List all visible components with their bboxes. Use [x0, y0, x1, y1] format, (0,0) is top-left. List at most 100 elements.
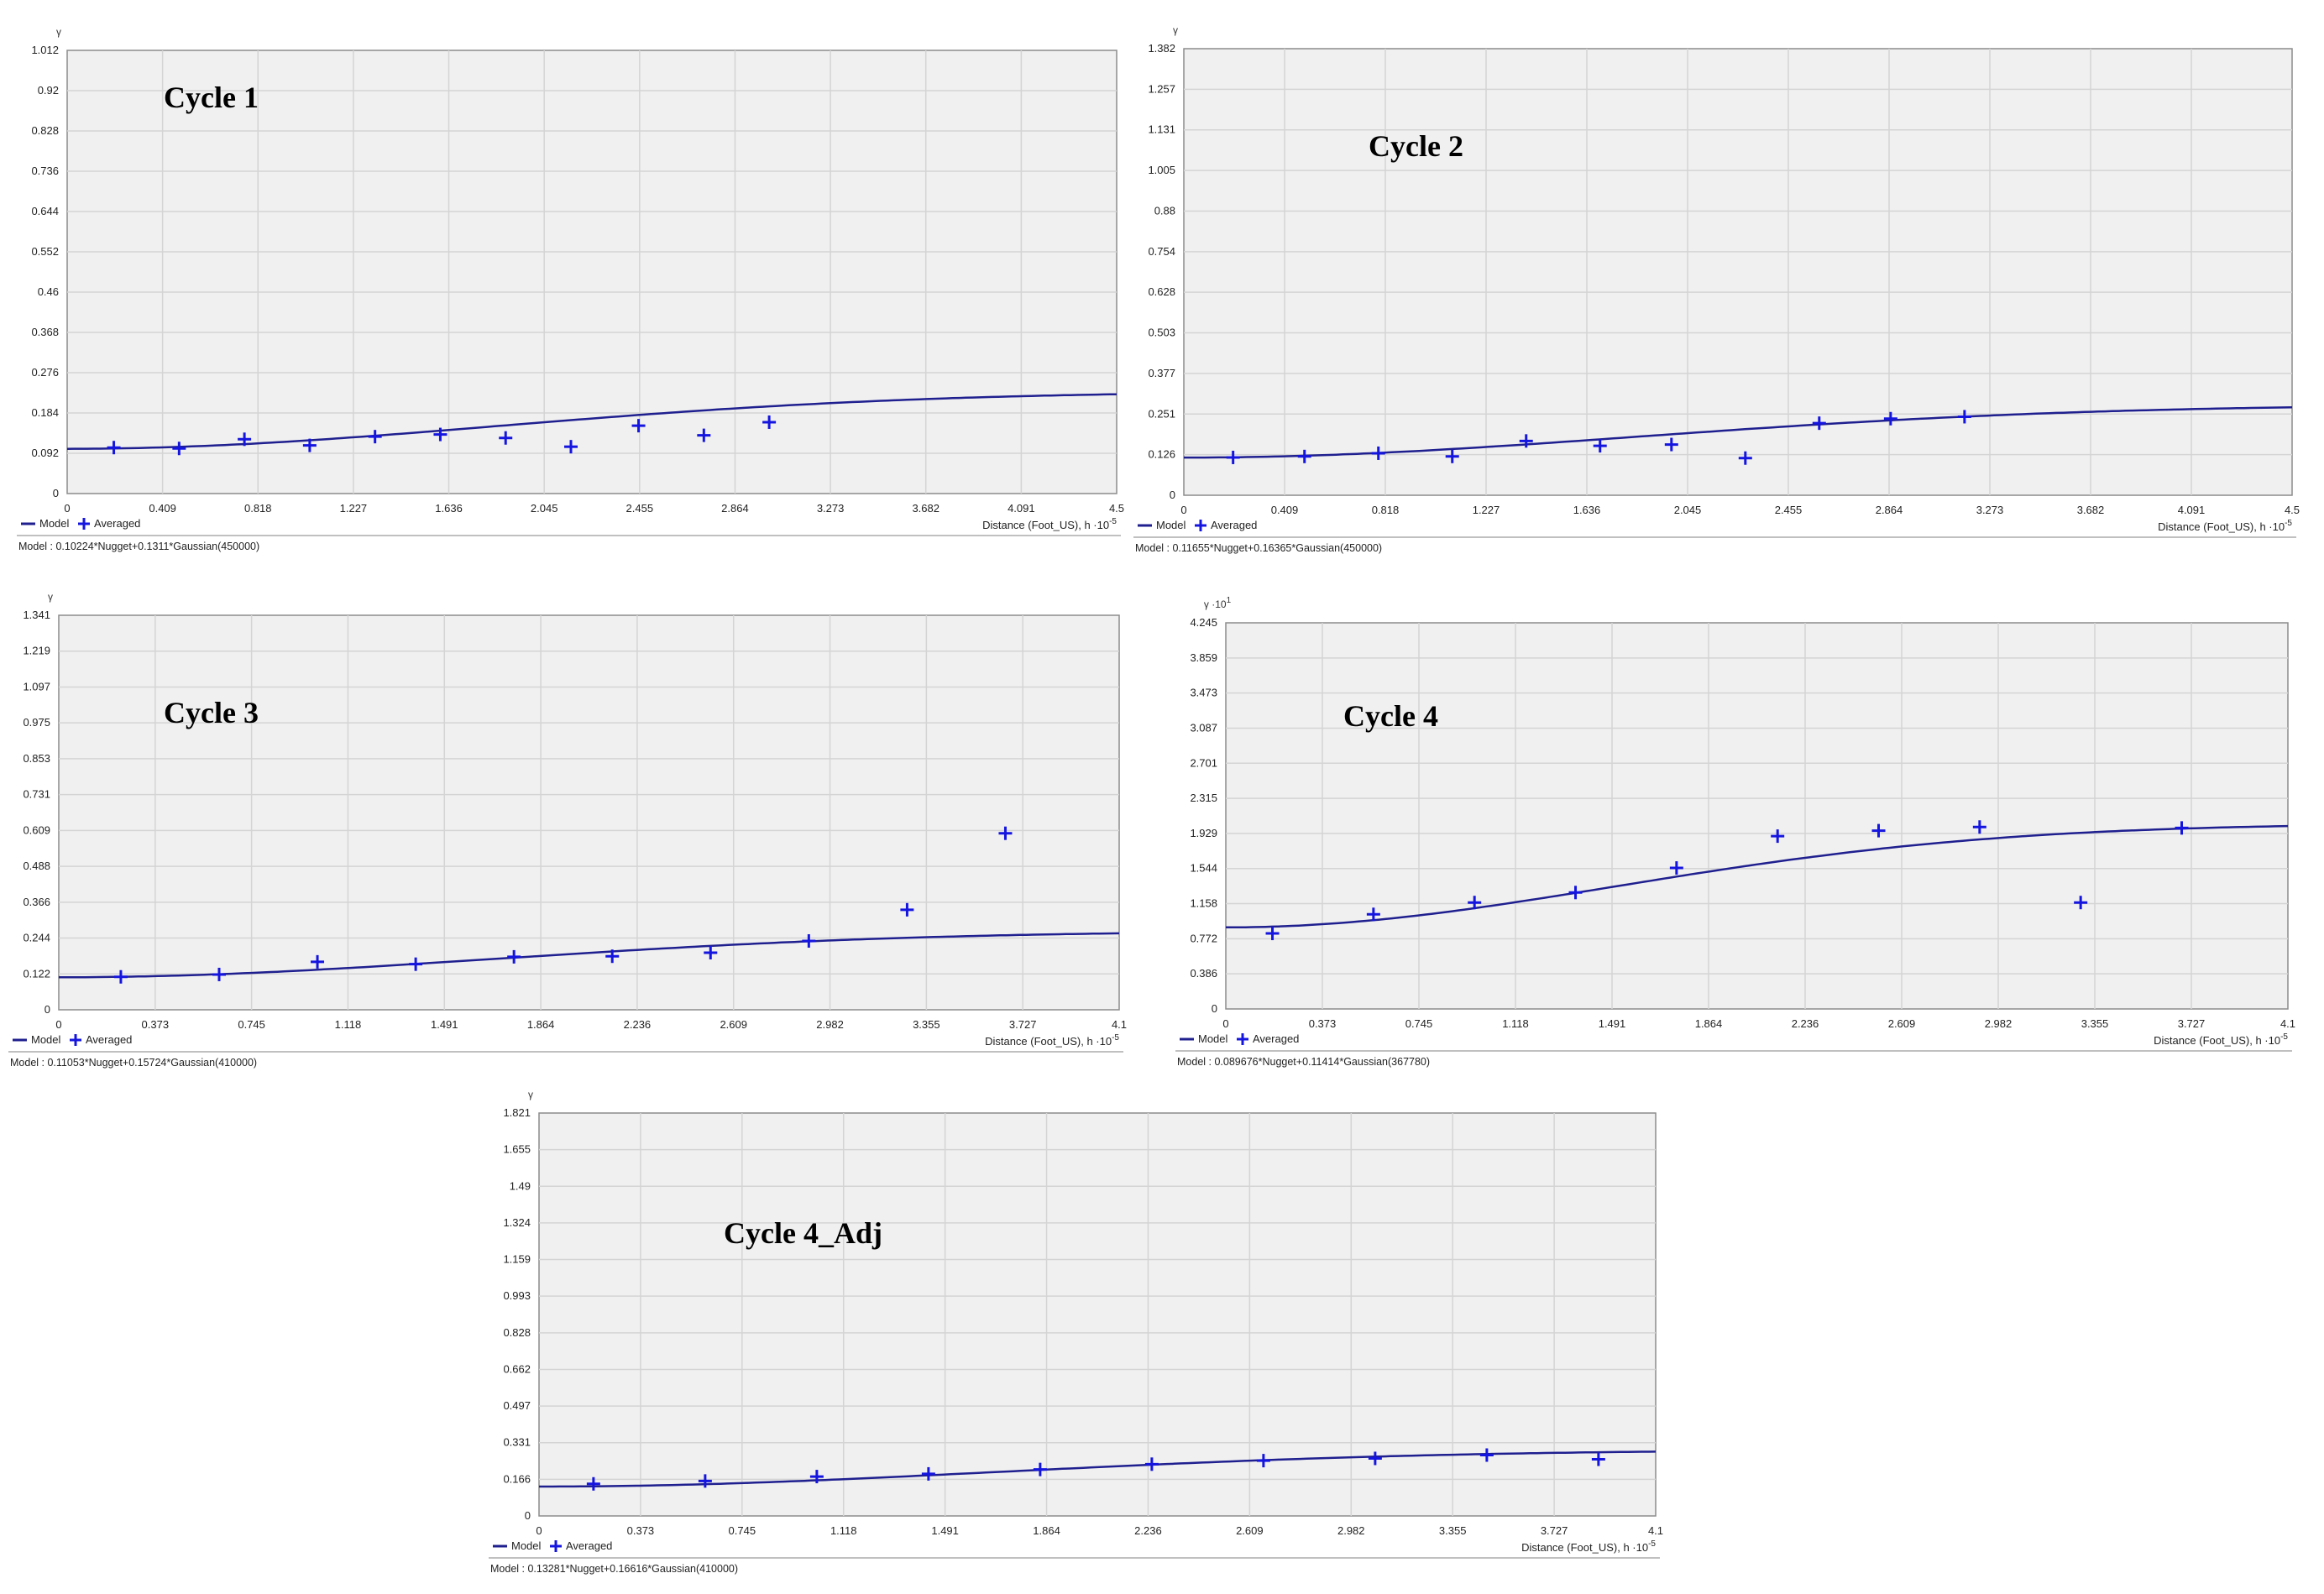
data-point-averaged: [1593, 439, 1607, 453]
y-axis-symbol: γ: [1173, 24, 1178, 36]
x-tick-label: 0.745: [238, 1018, 265, 1031]
data-point-averaged: [605, 949, 620, 964]
x-tick-label: 0: [55, 1018, 61, 1031]
model-formula: Model : 0.10224*Nugget+0.1311*Gaussian(4…: [18, 541, 259, 552]
x-tick-label: 1.636: [435, 502, 463, 515]
y-tick-label: 1.49: [510, 1179, 531, 1192]
y-tick-label: 1.655: [503, 1143, 531, 1156]
x-tick-label: 3.727: [2178, 1017, 2206, 1030]
y-tick-label: 0.497: [503, 1399, 531, 1412]
x-tick-label: 4.1: [2280, 1017, 2295, 1030]
x-tick-label: 4.1: [1648, 1524, 1663, 1537]
y-tick-label: 0.993: [503, 1289, 531, 1302]
x-tick-label: 4.5: [1109, 502, 1124, 515]
data-point-averaged: [1568, 886, 1583, 900]
y-tick-label: 0.609: [23, 823, 50, 836]
x-tick-label: 1.864: [527, 1018, 555, 1031]
data-point-averaged: [704, 946, 718, 960]
data-point-averaged: [302, 438, 317, 452]
data-point-averaged: [1479, 1448, 1494, 1462]
plot-area: [58, 614, 1120, 1011]
y-tick-label: 0.386: [1190, 967, 1217, 980]
chart-title: Cycle 1: [164, 81, 259, 114]
plot-area: [1225, 622, 2289, 1010]
data-point-averaged: [212, 967, 226, 981]
y-tick-label: 1.382: [1148, 42, 1175, 55]
chart-panel-cycle-4-adj: 0 0.373 0.745 1.118 1.491 1.864 2.236 2.609 2.98…: [487, 1083, 1696, 1586]
y-tick-label: 1.159: [503, 1253, 531, 1266]
y-tick-label: 0.276: [31, 366, 59, 379]
data-point-averaged: [586, 1476, 600, 1491]
data-point-averaged: [1664, 437, 1678, 452]
y-axis-symbol: γ: [48, 591, 53, 603]
chart-title: Cycle 2: [1369, 129, 1463, 163]
x-tick-label: 1.864: [1033, 1524, 1060, 1537]
x-tick-label: 2.455: [626, 502, 654, 515]
x-tick-label: 1.118: [335, 1018, 362, 1031]
data-point-averaged: [238, 432, 252, 447]
data-point-averaged: [1366, 907, 1380, 922]
y-tick-label: 1.324: [503, 1216, 531, 1229]
y-tick-label: 0.975: [23, 716, 50, 729]
x-tick-label: 3.727: [1009, 1018, 1037, 1031]
y-tick-label: 0.488: [23, 860, 50, 872]
model-curve: [66, 393, 1118, 450]
data-point-averaged: [698, 1474, 712, 1488]
data-point-averaged: [1468, 896, 1482, 910]
y-tick-label: 0.853: [23, 752, 50, 765]
legend-model-label: Model: [1156, 519, 1186, 531]
y-axis-symbol: γ: [528, 1089, 533, 1100]
data-point-averaged: [631, 419, 646, 433]
y-tick-label: 3.859: [1190, 651, 1217, 664]
data-point-averaged: [1033, 1462, 1047, 1476]
x-tick-label: 0.818: [244, 502, 272, 515]
x-tick-label: 3.682: [2077, 504, 2105, 516]
x-tick-label: 2.864: [1876, 504, 1903, 516]
x-tick-label: 0.409: [1271, 504, 1299, 516]
x-tick-label: 4.5: [2285, 504, 2300, 516]
y-tick-label: 0.244: [23, 932, 50, 944]
data-point-averaged: [507, 949, 521, 964]
data-point-averaged: [433, 427, 448, 442]
x-tick-label: 2.982: [816, 1018, 844, 1031]
y-tick-label: 1.544: [1190, 862, 1217, 875]
y-tick-label: 0.662: [503, 1362, 531, 1375]
data-point-averaged: [1591, 1452, 1605, 1466]
x-axis-title: Distance (Foot_US), h ·10-5: [1521, 1539, 1656, 1554]
chart-panel-cycle-2: 0 0.409 0.818 1.227 1.636 2.045 2.455 2.864 3.27…: [1133, 0, 2317, 562]
x-tick-label: 1.491: [931, 1524, 959, 1537]
x-tick-label: 2.609: [1236, 1524, 1264, 1537]
y-tick-label: 0.88: [1154, 204, 1175, 217]
y-tick-label: 1.219: [23, 645, 50, 657]
x-tick-label: 2.982: [1337, 1524, 1365, 1537]
y-tick-label: 0: [1170, 489, 1175, 501]
data-point-averaged: [409, 957, 423, 971]
data-point-averaged: [172, 442, 186, 456]
x-tick-label: 3.355: [913, 1018, 940, 1031]
data-point-averaged: [1371, 446, 1385, 460]
data-point-averaged: [2074, 896, 2088, 910]
data-point-averaged: [1226, 450, 1240, 464]
legend-averaged-label: Averaged: [566, 1539, 612, 1552]
x-tick-label: 1.491: [431, 1018, 458, 1031]
data-point-averaged: [368, 430, 382, 444]
data-point-averaged: [1144, 1457, 1159, 1471]
data-point-averaged: [1445, 449, 1459, 463]
chart-panel-cycle-4: 0 0.373 0.745 1.118 1.491 1.864 2.236 2.609 2.98…: [1175, 579, 2317, 1068]
plot-area: [66, 50, 1118, 494]
y-tick-label: 1.257: [1148, 82, 1175, 95]
y-tick-label: 0.092: [31, 447, 59, 459]
y-tick-label: 0.828: [31, 124, 59, 137]
y-tick-label: 0.754: [1148, 245, 1175, 258]
x-tick-label: 1.118: [1502, 1017, 1529, 1030]
chart-panel-cycle-3: 0 0.373 0.745 1.118 1.491 1.864 2.236 2.609 2.98…: [0, 579, 1150, 1069]
x-tick-label: 2.982: [1985, 1017, 2013, 1030]
y-tick-label: 2.701: [1190, 756, 1217, 769]
data-point-averaged: [998, 826, 1013, 840]
x-axis-title: Distance (Foot_US), h ·10-5: [985, 1033, 1119, 1048]
y-tick-label: 1.131: [1148, 123, 1175, 136]
y-tick-label: 0.377: [1148, 367, 1175, 379]
x-tick-label: 3.355: [2081, 1017, 2109, 1030]
x-tick-label: 0.409: [149, 502, 176, 515]
y-tick-label: 0: [525, 1509, 531, 1522]
